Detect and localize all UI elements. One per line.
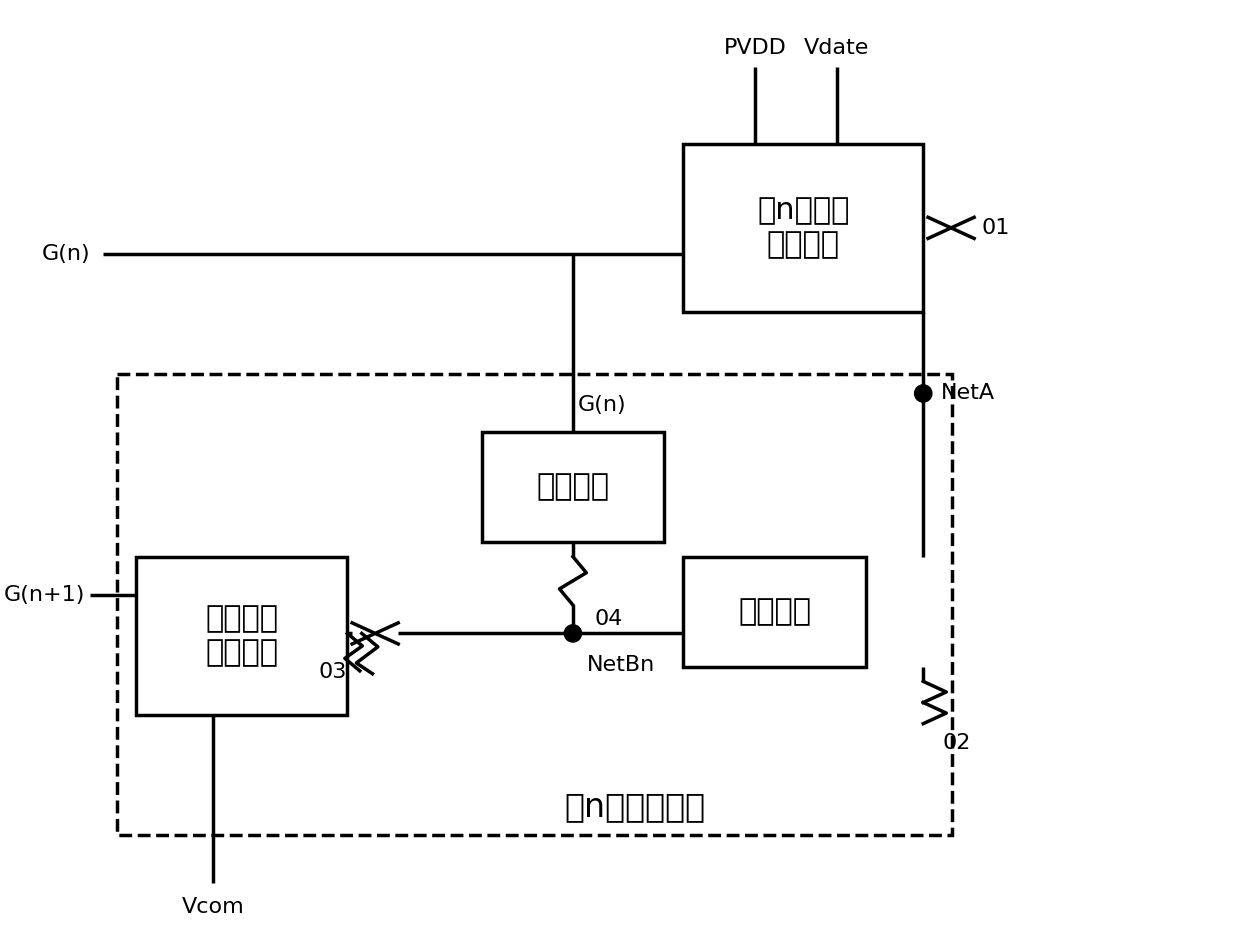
Text: 03: 03 bbox=[319, 663, 347, 683]
Text: 02: 02 bbox=[942, 733, 971, 753]
Text: 补偿模块: 补偿模块 bbox=[738, 597, 811, 626]
Bar bbox=[481, 432, 665, 543]
Text: Vdate: Vdate bbox=[805, 37, 869, 57]
Bar bbox=[117, 374, 952, 835]
Text: NetA: NetA bbox=[940, 384, 994, 404]
Text: 01: 01 bbox=[982, 218, 1011, 238]
Bar bbox=[683, 144, 924, 312]
Text: Vcom: Vcom bbox=[181, 898, 244, 918]
Circle shape bbox=[564, 625, 582, 642]
Text: 补偿信号
产生模块: 补偿信号 产生模块 bbox=[206, 605, 278, 667]
Text: PVDD: PVDD bbox=[724, 37, 786, 57]
Text: G(n): G(n) bbox=[578, 394, 626, 414]
Circle shape bbox=[915, 385, 932, 402]
Bar bbox=[136, 557, 347, 715]
Text: 04: 04 bbox=[594, 609, 622, 629]
Text: 第n级像素
驱动电路: 第n级像素 驱动电路 bbox=[758, 196, 849, 259]
Bar bbox=[683, 557, 866, 667]
Text: 下拉模块: 下拉模块 bbox=[537, 472, 609, 502]
Text: NetBn: NetBn bbox=[588, 655, 656, 675]
Text: 第n级补偿电路: 第n级补偿电路 bbox=[564, 790, 706, 823]
Text: G(n+1): G(n+1) bbox=[4, 585, 86, 605]
Text: G(n): G(n) bbox=[41, 245, 91, 265]
